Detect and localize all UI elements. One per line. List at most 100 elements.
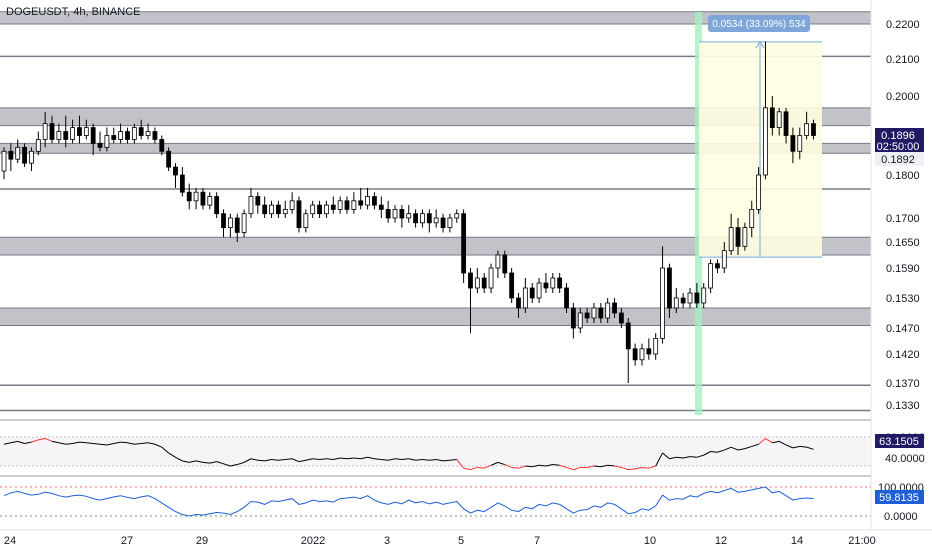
candle-bear [543, 282, 549, 289]
rsi-segment [161, 446, 169, 454]
candle-bear [529, 287, 535, 299]
sr-zone [0, 237, 871, 255]
price-tick-label: 0.1420 [886, 349, 920, 361]
rsi-segment [134, 443, 142, 445]
price-pane[interactable]: 0.0534 (33.09%) 534 [0, 11, 871, 415]
sr-zone [0, 107, 871, 126]
rsi-segment [676, 456, 684, 459]
rsi-segment [408, 458, 416, 461]
candle-bull [763, 107, 768, 176]
rsi-segment [353, 457, 361, 460]
candle-bull [145, 131, 151, 136]
candle-bear [173, 166, 178, 176]
candle-bear [330, 204, 336, 210]
stoch-pane[interactable]: 100.0000 0.0000 59.8135 [0, 482, 924, 523]
candle-bull [406, 213, 412, 219]
rsi-segment [216, 461, 224, 465]
time-tick-label: 27 [121, 535, 133, 547]
rsi-segment [593, 465, 601, 468]
rsi-segment [710, 451, 718, 453]
candle-bull [708, 263, 713, 289]
rsi-segment [539, 464, 546, 467]
rsi-segment [683, 456, 691, 459]
rsi-segment [792, 445, 800, 449]
candle-bear [481, 277, 487, 289]
candle-bear [214, 196, 220, 215]
candle-bull [289, 200, 295, 210]
candle-bull [83, 127, 89, 136]
rsi-segment [38, 437, 46, 441]
candle-bear [790, 135, 796, 152]
price-tick-label: 0.1650 [886, 237, 920, 249]
rsi-segment [346, 457, 354, 460]
rsi-segment [326, 458, 334, 460]
candle-bull [797, 135, 803, 152]
rsi-segment [367, 456, 375, 460]
candle-bear [317, 204, 322, 215]
candle-bear [372, 196, 377, 206]
candle-bear [262, 204, 268, 215]
rsi-segment [607, 464, 615, 467]
candle-bull [653, 337, 659, 355]
rsi-segment [696, 454, 704, 458]
candle-bull [15, 146, 21, 160]
candle-bear [584, 312, 590, 319]
candle-bear [509, 272, 515, 299]
stoch-value-tag-bg [875, 490, 924, 504]
candle-bear [90, 127, 96, 144]
candle-bear [296, 200, 302, 229]
candle-bull [550, 277, 556, 289]
rsi-band [0, 437, 871, 466]
candle-bear [619, 312, 624, 324]
rsi-segment [51, 440, 59, 444]
candle-bull [495, 254, 501, 269]
candle-bull [474, 277, 480, 289]
rsi-segment [285, 458, 293, 460]
rsi-current-value: 63.1505 [879, 436, 919, 448]
rsi-segment [559, 464, 567, 468]
rsi-segment [333, 457, 341, 460]
time-tick-label: 10 [644, 535, 656, 547]
candle-bear [111, 135, 117, 140]
time-axis[interactable]: 24 27 29 2022 3 5 7 10 12 14 21:00 [0, 529, 932, 547]
time-tick-label: 21:00 [848, 535, 876, 547]
candle-bull [324, 204, 329, 215]
price-axis[interactable]: 0.2200 0.2100 0.2000 0.1800 0.1700 0.1650 0.15… [870, 0, 924, 530]
candle-bear [125, 131, 130, 140]
candle-bear [399, 208, 405, 219]
rsi-segment [429, 458, 437, 461]
rsi-segment [99, 443, 107, 446]
price-tick-label: 0.1330 [886, 400, 920, 412]
candle-bear [255, 196, 261, 206]
candle-bull [577, 312, 583, 329]
level-price-value: 0.1892 [881, 154, 915, 166]
rsi-segment [24, 441, 32, 445]
rsi-segment [778, 440, 787, 446]
rsi-segment [312, 458, 320, 460]
rsi-segment [669, 456, 677, 460]
candle-bull [56, 131, 62, 140]
candle-bear [694, 292, 700, 304]
candle-bear [63, 131, 69, 140]
candle-bear [680, 297, 686, 304]
rsi-segment [806, 446, 814, 450]
candle-bear [77, 127, 82, 136]
rsi-segment [264, 458, 272, 462]
rsi-segment [17, 440, 25, 445]
candle-bull [303, 213, 309, 228]
green-highlight-bar [695, 12, 702, 415]
bar-countdown: 02:50:00 [877, 141, 920, 153]
rsi-segment [223, 463, 231, 467]
candle-bull [248, 196, 254, 215]
candle-bear [221, 213, 226, 228]
stoch-current-value: 59.8135 [879, 492, 919, 504]
rsi-segment [422, 458, 430, 461]
rsi-segment [209, 461, 217, 464]
rsi-line [3, 437, 814, 471]
rsi-segment [662, 452, 670, 460]
candle-bear [138, 127, 144, 136]
rsi-pane[interactable]: 80.0000 40.0000 63.1505 [0, 432, 925, 471]
candle-bull [804, 123, 810, 136]
rsi-segment [388, 458, 396, 461]
rsi-segment [147, 442, 156, 445]
